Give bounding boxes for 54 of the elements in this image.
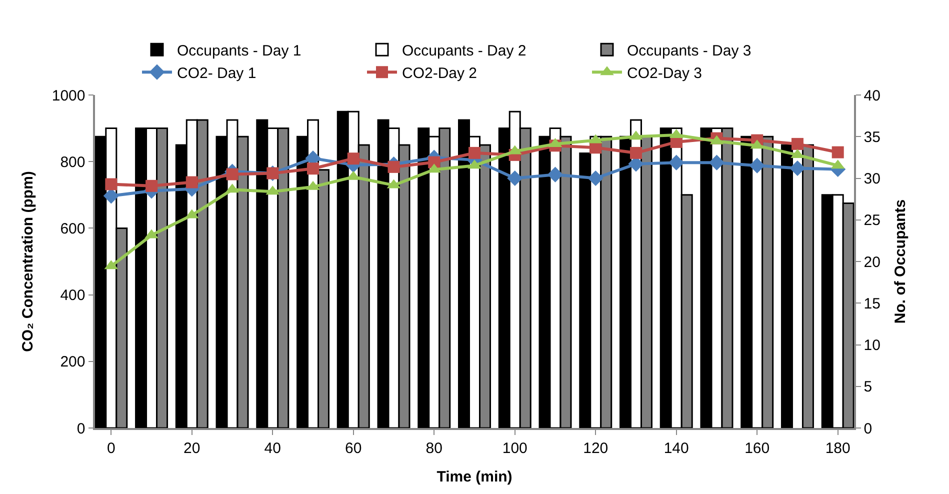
x-tick-label: 160 — [744, 440, 770, 457]
point — [146, 180, 158, 192]
point — [708, 154, 725, 170]
y-axis-title: CO₂ Concentration (ppm) — [20, 171, 37, 352]
point — [105, 178, 118, 190]
legend-label: Occupants - Day 3 — [627, 42, 752, 60]
legend-label: CO2- Day 1 — [177, 64, 256, 82]
x-tick-label: 120 — [583, 440, 608, 457]
x-tick-label: 40 — [264, 440, 281, 457]
point — [307, 162, 320, 175]
y-tick-label: 200 — [60, 354, 86, 371]
legend-label: Occupants - Day 1 — [177, 42, 302, 60]
y-tick-label: 1000 — [52, 87, 86, 104]
legend-label: CO2-Day 2 — [402, 64, 478, 82]
x-tick-label: 20 — [184, 440, 200, 457]
y2-tick-label: 30 — [864, 170, 880, 188]
y2-axis-title: No. of Occupants — [892, 199, 909, 324]
y2-tick-label: 15 — [864, 295, 880, 312]
y2-tick-label: 20 — [864, 254, 880, 271]
x-tick-label: 80 — [426, 440, 442, 457]
legend-label: CO2-Day 3 — [627, 64, 702, 82]
point — [388, 160, 400, 173]
point — [790, 160, 806, 176]
x-tick-label: 100 — [502, 440, 528, 457]
y-tick-label: 800 — [60, 154, 86, 171]
point — [186, 176, 198, 188]
y-tick-label: 0 — [76, 420, 86, 438]
y2-tick-label: 40 — [864, 87, 880, 104]
point — [507, 170, 523, 186]
point — [668, 154, 684, 170]
point — [791, 138, 804, 150]
y-tick-label: 400 — [60, 287, 86, 304]
y2-tick-label: 35 — [864, 128, 880, 146]
y2-tick-label: 0 — [864, 420, 872, 438]
point — [226, 168, 238, 180]
x-tick-label: 180 — [825, 440, 850, 457]
point — [630, 146, 642, 159]
x-tick-label: 140 — [664, 440, 689, 457]
point — [547, 166, 564, 182]
legend-label: Occupants - Day 2 — [402, 42, 526, 60]
point — [588, 170, 604, 186]
x-axis-title: Time (min) — [436, 468, 512, 486]
y2-tick-label: 5 — [864, 378, 872, 396]
y2-tick-label: 10 — [864, 337, 880, 354]
x-tick-label: 60 — [345, 440, 362, 457]
y2-tick-label: 25 — [864, 212, 880, 230]
point — [347, 152, 360, 165]
point — [749, 158, 765, 174]
point — [103, 188, 119, 204]
point — [468, 146, 480, 159]
point — [832, 146, 844, 158]
x-tick-label: 0 — [106, 440, 116, 457]
y-tick-label: 600 — [60, 220, 86, 238]
bar — [780, 144, 793, 428]
